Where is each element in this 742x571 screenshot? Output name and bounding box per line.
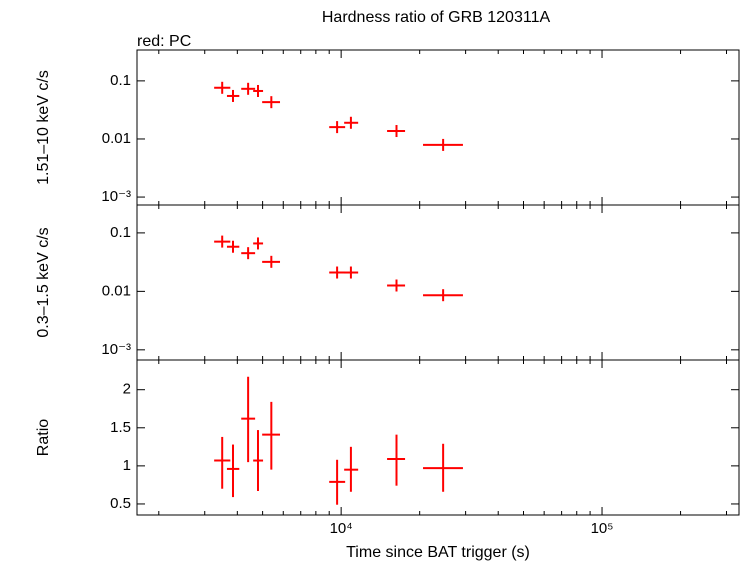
x-axis-label: Time since BAT trigger (s) [346, 544, 530, 561]
y-tick-label: 10⁻³ [101, 341, 131, 358]
y-tick-label: 0.1 [110, 72, 131, 89]
x-tick-label: 10⁵ [591, 520, 614, 537]
y-axis-label: 1.51–10 keV c/s [35, 70, 52, 185]
y-tick-label: 1.5 [110, 419, 131, 436]
y-tick-label: 0.1 [110, 224, 131, 241]
y-tick-label: 10⁻³ [101, 188, 131, 205]
subtitle: red: PC [137, 33, 191, 50]
y-tick-label: 0.01 [102, 282, 131, 299]
y-tick-label: 1 [123, 457, 131, 474]
plot-frame [136, 359, 740, 516]
y-axis-label: 0.3–1.5 keV c/s [35, 227, 52, 337]
y-axis-label: Ratio [35, 419, 52, 456]
y-tick-label: 2 [123, 381, 131, 398]
x-tick-label: 10⁴ [330, 520, 353, 537]
y-tick-label: 0.5 [110, 495, 131, 512]
chart-title: Hardness ratio of GRB 120311A [322, 9, 551, 26]
y-tick-label: 0.01 [102, 130, 131, 147]
